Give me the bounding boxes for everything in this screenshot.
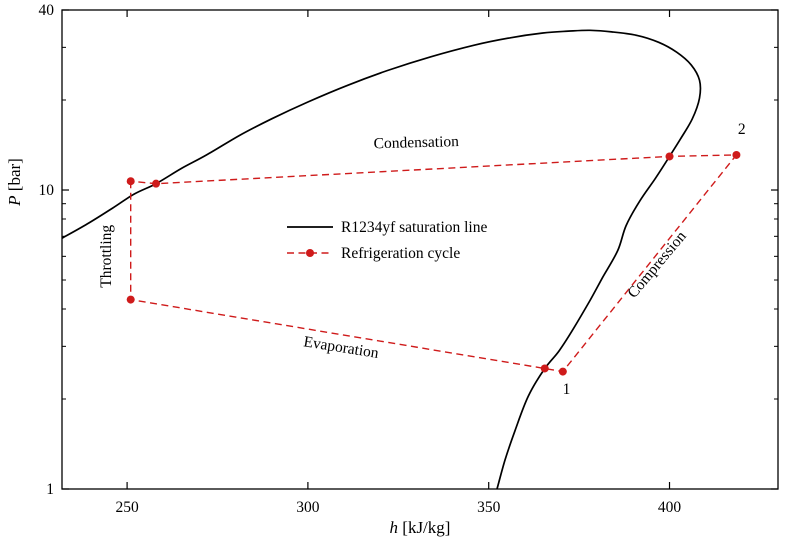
- legend: R1234yf saturation line Refrigeration cyc…: [287, 219, 487, 262]
- y-tick-label: 1: [46, 481, 54, 498]
- annotation-evaporation: Evaporation: [302, 333, 380, 362]
- cycle-point-marker: [126, 177, 135, 186]
- cycle-point-marker: [732, 150, 741, 159]
- legend-label-refrigeration-cycle: Refrigeration cycle: [341, 245, 460, 262]
- annotation-compression: Compression: [624, 228, 690, 302]
- cycle-point-marker: [126, 295, 135, 304]
- x-tick-label: 250: [115, 499, 139, 516]
- legend-marker-refrigeration-cycle: [306, 249, 314, 257]
- x-axis-label: h [kJ/kg]: [390, 518, 451, 537]
- annotation-state-1: 1: [563, 381, 571, 398]
- annotation-throttling: Throttling: [98, 225, 115, 288]
- cycle-point-marker: [558, 367, 567, 376]
- y-tick-label: 40: [39, 2, 55, 19]
- plot-frame: [61, 9, 779, 490]
- x-tick-label: 400: [658, 499, 682, 516]
- legend-label-saturation-line: R1234yf saturation line: [341, 219, 487, 236]
- refrigeration-cycle-curve: [130, 154, 738, 373]
- y-axis-label: P [bar]: [5, 158, 24, 207]
- x-tick-label: 300: [296, 499, 320, 516]
- annotation-condensation: Condensation: [373, 133, 459, 152]
- x-tick-label: 350: [477, 499, 501, 516]
- y-tick-label: 10: [39, 182, 55, 199]
- cycle-point-marker: [665, 152, 674, 161]
- cycle-point-marker: [540, 364, 549, 373]
- saturation-line-curve: [61, 29, 702, 490]
- cycle-point-marker: [152, 179, 161, 188]
- annotation-state-2: 2: [738, 121, 746, 138]
